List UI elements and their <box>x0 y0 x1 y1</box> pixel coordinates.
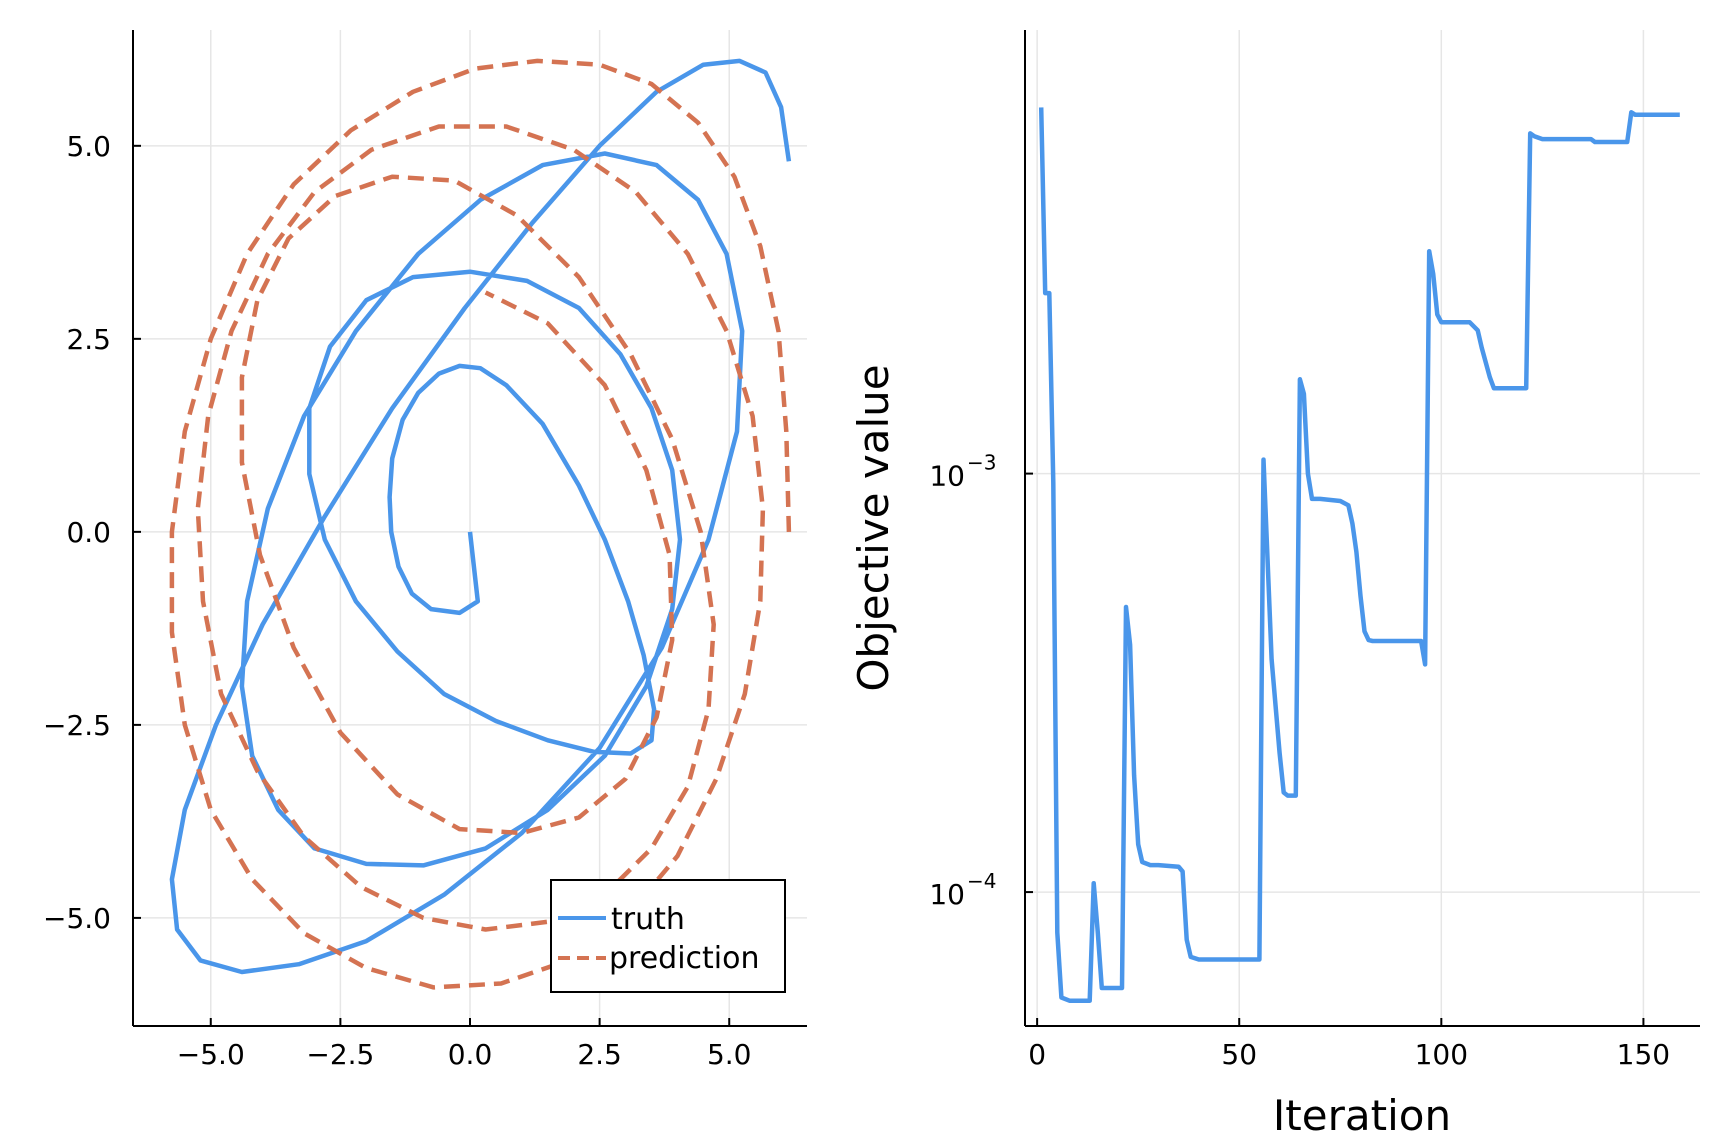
left-y-tick-label: −5.0 <box>43 902 111 935</box>
right-y-tick-label: 10 <box>929 460 965 493</box>
right-y-tick-exponent: −3 <box>967 451 996 475</box>
left-ticks: −5.0 −2.5 0.0 2.5 5.0 −5.0 −2.5 0.0 2.5 5.0 <box>43 130 751 1071</box>
legend-prediction-label: prediction <box>609 941 760 976</box>
left-x-tick-label: −2.5 <box>306 1038 374 1071</box>
left-y-tick-label: 2.5 <box>66 323 111 356</box>
right-x-tick-label: 100 <box>1415 1038 1468 1071</box>
right-y-axis-title: Objective value <box>849 364 898 691</box>
right-grid <box>1025 30 1700 1026</box>
legend-box <box>550 879 786 993</box>
series-line-prediction <box>169 58 792 990</box>
right-x-tick-label: 0 <box>1028 1038 1046 1071</box>
right-y-tick-exponent: −4 <box>967 869 996 893</box>
left-x-tick-label: 5.0 <box>707 1038 752 1071</box>
left-phase-plot: −5.0 −2.5 0.0 2.5 5.0 −5.0 −2.5 0.0 2.5 5.0 truth… <box>43 30 807 1071</box>
left-y-tick-label: −2.5 <box>43 709 111 742</box>
left-y-tick-label: 0.0 <box>66 516 111 549</box>
left-lines <box>169 58 792 990</box>
left-y-tick-label: 5.0 <box>66 130 111 163</box>
left-x-tick-label: 2.5 <box>577 1038 622 1071</box>
right-lines <box>1038 107 1680 1003</box>
right-x-tick-label: 150 <box>1617 1038 1670 1071</box>
right-x-tick-label: 50 <box>1221 1038 1257 1071</box>
left-x-tick-label: −5.0 <box>177 1038 245 1071</box>
objective-series-line <box>1038 107 1680 1003</box>
right-x-axis-title: Iteration <box>1273 1091 1451 1140</box>
series-line-truth <box>169 58 792 975</box>
legend: truth prediction <box>550 879 786 993</box>
left-x-tick-label: 0.0 <box>448 1038 493 1071</box>
right-y-tick-label: 10 <box>929 878 965 911</box>
legend-truth-label: truth <box>611 902 685 937</box>
